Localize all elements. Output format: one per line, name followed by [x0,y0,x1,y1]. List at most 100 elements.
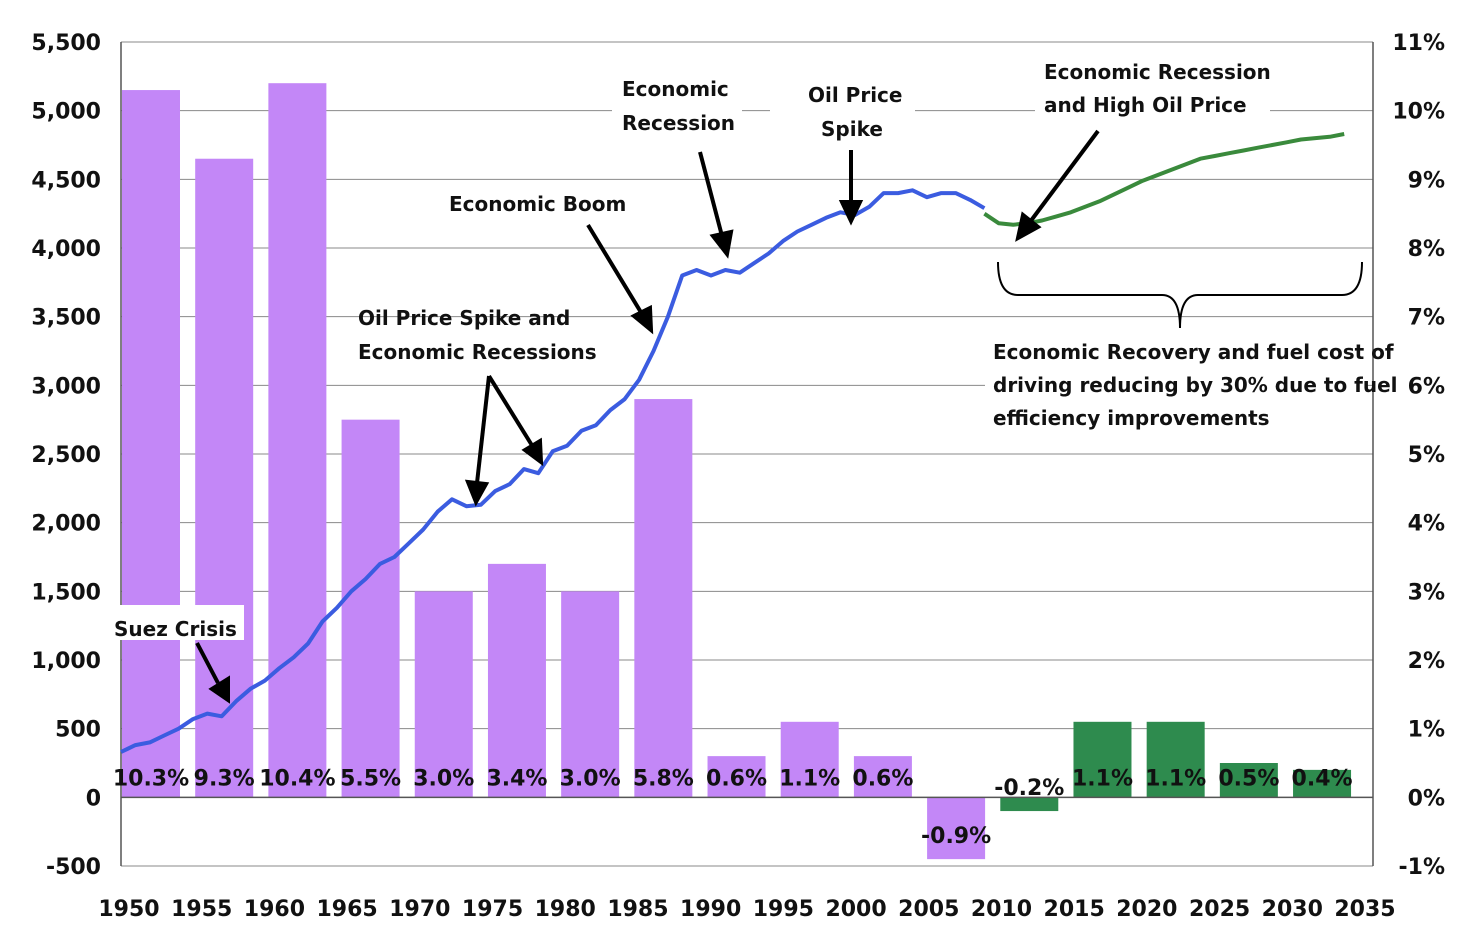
arrowhead-oil-spike-a [464,479,490,507]
series-line-historical [120,188,986,754]
arrowhead-boom [630,304,654,335]
x-tick: 1960 [244,897,305,922]
bar-label-1975: 3.4% [486,766,547,791]
bar-label-1995: 1.1% [779,766,840,791]
y-left-tick: 4,500 [31,168,101,193]
y-left-tick: 0 [86,786,101,811]
series-lines [120,132,1345,754]
arrow-oil-spike-a [475,375,491,484]
series-line-projected [983,132,1345,227]
bar-1970 [414,591,473,798]
arrowhead-spike [838,200,864,226]
bar-label-2000: 0.6% [852,766,913,791]
bar-label-2010: -0.2% [994,776,1064,801]
annotation-spike-line1: Oil Price [808,83,902,107]
bars [122,83,1352,860]
arrow-boom [586,223,644,316]
bar-label-2015: 1.1% [1072,766,1133,791]
x-tick: 1980 [535,897,596,922]
arrowhead-high-oil [1015,211,1042,242]
bar-label-2005: -0.9% [921,824,991,849]
bar-label-1965: 5.5% [340,766,401,791]
x-tick: 1950 [98,897,159,922]
bar-1950 [122,90,180,798]
bar-label-2030: 0.4% [1292,766,1353,791]
arrowhead-oil-spike-b [521,437,544,467]
bar-2005 [927,797,986,860]
high-oil-label-bg [1035,55,1270,127]
x-tick: 1975 [462,897,523,922]
x-tick: 1985 [607,897,668,922]
y-left-tick: 4,000 [31,237,101,262]
bar-1955 [195,158,254,798]
y-right-tick: 11% [1392,31,1445,56]
x-tick: 2025 [1189,897,1250,922]
bar-label-1990: 0.6% [706,766,767,791]
annotation-recession-line2: Recession [622,111,735,135]
y-right-tick: 7% [1408,306,1445,331]
bar-label-1985: 5.8% [633,766,694,791]
bar-labels: 10.3% 9.3% 10.4% 5.5% 3.0% 3.4% 3.0% 5.8% 0.6% 1.… [113,766,1353,849]
x-tick: 2015 [1044,897,1105,922]
annotation-high-oil-line1: Economic Recession [1044,60,1271,84]
annotation-recovery-line3: efficiency improvements [993,406,1270,430]
bar-2000 [853,756,912,798]
bar-1985 [634,399,693,798]
x-tick: 2005 [898,897,959,922]
annotation-recession-line1: Economic [622,77,729,101]
bar-label-2020: 1.1% [1145,766,1206,791]
x-tick: 2030 [1262,897,1323,922]
annotation-oil-spike-line1: Oil Price Spike and [358,306,570,330]
suez-label-bg [108,605,244,640]
tick-labels: -500 0 500 1,000 1,500 2,000 2,500 3,000 3,500 4,… [31,31,1445,922]
y-right-tick: 3% [1408,580,1445,605]
y-right-tick: 0% [1408,786,1445,811]
recovery-label-bg [985,335,1365,438]
annotation-boom: Economic Boom [449,192,626,216]
bar-2010 [1000,797,1059,812]
y-right-tick: 1% [1408,718,1445,743]
bar-2020 [1146,721,1205,798]
x-tick: 1995 [753,897,814,922]
axes [120,42,1374,866]
bar-2015 [1073,721,1132,798]
annotation-oil-spike-line2: Economic Recessions [358,340,597,364]
bar-2030 [1293,769,1352,798]
y-left-tick: 1,000 [31,649,101,674]
bar-label-1970: 3.0% [413,766,474,791]
bar-1995 [780,721,839,798]
y-right-tick: 2% [1408,649,1445,674]
bar-label-1960: 10.4% [259,766,335,791]
bar-label-2025: 0.5% [1218,766,1279,791]
y-left-tick: 2,500 [31,443,101,468]
y-left-tick: 500 [55,718,101,743]
y-right-tick: 5% [1408,443,1445,468]
bar-label-1980: 3.0% [560,766,621,791]
bar-1965 [341,419,400,798]
bar-label-1955: 9.3% [194,766,255,791]
bar-1990 [707,756,766,798]
y-left-tick: 5,500 [31,31,101,56]
bar-label-1950: 10.3% [113,766,189,791]
annotation-suez: Suez Crisis [114,617,237,641]
arrow-suez [195,642,220,684]
y-right-tick: 6% [1408,374,1445,399]
annotation-recovery-line1: Economic Recovery and fuel cost of [993,340,1394,364]
arrow-high-oil [1028,129,1100,224]
bar-1960 [268,83,327,798]
x-tick: 2000 [825,897,886,922]
y-right-tick: 8% [1408,237,1445,262]
y-left-tick: -500 [46,855,101,880]
x-tick: 1970 [389,897,450,922]
y-right-tick: -1% [1399,855,1445,880]
y-right-tick: 4% [1408,512,1445,537]
y-left-tick: 2,000 [31,512,101,537]
annotation-high-oil-line2: and High Oil Price [1044,93,1247,117]
recession-label-bg [612,72,742,144]
x-tick: 1965 [317,897,378,922]
bar-1975 [487,563,546,798]
x-tick: 2020 [1116,897,1177,922]
x-tick: 1955 [171,897,232,922]
arrow-oil-spike-b [487,374,535,449]
